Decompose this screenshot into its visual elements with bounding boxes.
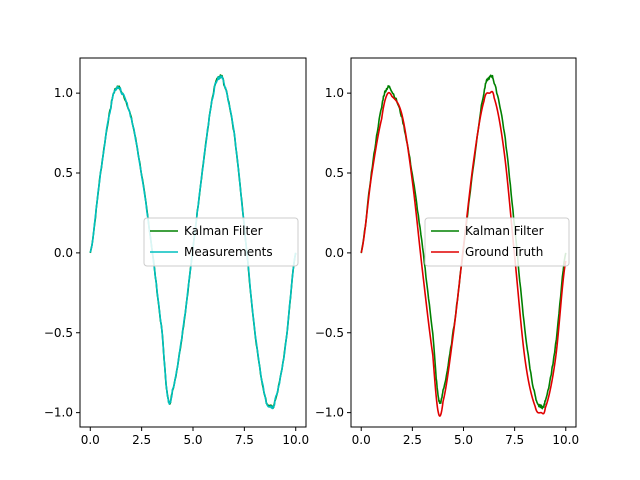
- x-tick-label: 10.0: [282, 433, 309, 447]
- y-tick-label: −0.5: [315, 326, 344, 340]
- y-tick-label: −0.5: [44, 326, 73, 340]
- x-tick-label: 5.0: [183, 433, 202, 447]
- x-tick-label: 0.0: [81, 433, 100, 447]
- x-tick-label: 2.5: [132, 433, 151, 447]
- legend: Kalman Filter Ground Truth: [424, 217, 570, 267]
- y-tick-label: −1.0: [44, 406, 73, 420]
- legend-label: Kalman Filter: [465, 224, 544, 238]
- x-tick-label: 10.0: [552, 433, 579, 447]
- legend-label: Measurements: [184, 245, 273, 259]
- legend: Kalman Filter Measurements: [143, 217, 299, 267]
- legend-label: Ground Truth: [465, 245, 543, 259]
- y-tick-label: 0.5: [54, 166, 73, 180]
- y-tick-label: 0.0: [325, 246, 344, 260]
- legend-box: [143, 217, 299, 267]
- y-tick-label: 0.5: [325, 166, 344, 180]
- left-subplot: 0.0 2.5 5.0 7.5 10.0 −1.0 −0.5 0.0 0.5 1.0 Kalman …: [44, 57, 309, 447]
- x-tick-label: 5.0: [454, 433, 473, 447]
- y-tick-label: −1.0: [315, 406, 344, 420]
- x-tick-label: 7.5: [235, 433, 254, 447]
- y-tick-label: 1.0: [54, 86, 73, 100]
- x-tick-label: 7.5: [505, 433, 524, 447]
- right-subplot: 0.0 2.5 5.0 7.5 10.0 −1.0 −0.5 0.0 0.5 1.0 Kalman …: [315, 57, 579, 447]
- x-tick-label: 0.0: [352, 433, 371, 447]
- legend-box: [424, 217, 570, 267]
- y-tick-label: 1.0: [325, 86, 344, 100]
- legend-label: Kalman Filter: [184, 224, 263, 238]
- x-tick-label: 2.5: [403, 433, 422, 447]
- y-tick-label: 0.0: [54, 246, 73, 260]
